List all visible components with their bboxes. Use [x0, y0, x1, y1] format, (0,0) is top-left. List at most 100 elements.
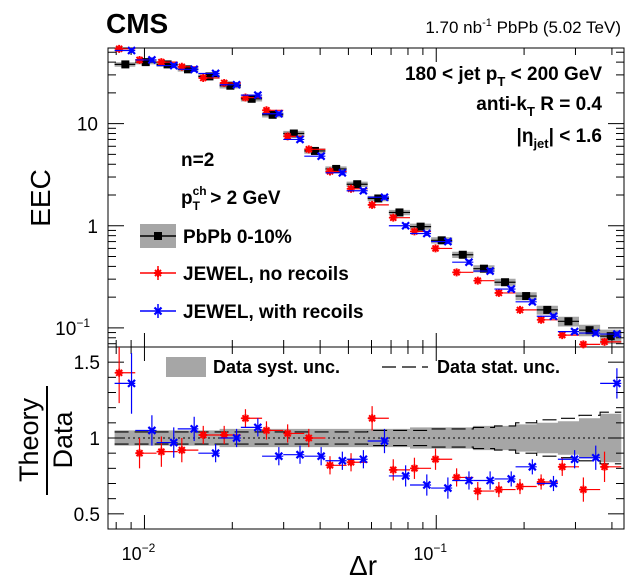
top-ytick-label-1: 1	[87, 217, 98, 238]
data-point	[606, 332, 615, 341]
rec-point	[359, 186, 368, 196]
norec-point	[177, 62, 186, 71]
ratio-ylabel-den: Data	[48, 411, 78, 469]
norec-point	[494, 288, 503, 297]
data-point	[479, 264, 488, 273]
norec-point	[600, 337, 609, 346]
rec-point	[443, 237, 453, 246]
ratio-norec-point	[241, 414, 250, 423]
top-axes: 10 1 10−1	[55, 48, 624, 347]
rec-point	[464, 257, 474, 267]
data-point	[501, 278, 510, 287]
rec-point	[422, 229, 432, 238]
data-point	[205, 72, 214, 81]
top-ytick-label-0: 10	[77, 115, 98, 136]
data-point	[437, 236, 446, 245]
track-pt-label: pch T > 2 GeV	[181, 184, 281, 213]
ratio-rec-point	[612, 379, 622, 388]
ratio-norec-point	[537, 477, 546, 486]
legend-stat-label: Data stat. unc.	[437, 357, 560, 377]
jet-pt-label: 180 < jet pT < 200 GeV	[405, 64, 602, 89]
ratio-norec-point	[199, 430, 208, 439]
data-point	[522, 292, 531, 301]
ratio-rec-point	[401, 471, 410, 481]
ratio-markers	[114, 347, 622, 502]
ratio-norec-point	[515, 482, 524, 491]
rec-point	[612, 329, 622, 339]
rec-point	[401, 221, 410, 231]
norec-point	[325, 167, 334, 176]
lumi-label: 1.70 nb-1 PbPb (5.02 TeV)	[425, 17, 621, 37]
ratio-norec-point	[115, 368, 124, 377]
data-point	[458, 250, 467, 259]
ratio-rec-point	[211, 448, 220, 458]
ratio-rec-point	[422, 480, 432, 490]
x-tick-label-0: 10−2	[122, 541, 156, 564]
ratio-rec-point	[359, 454, 368, 464]
ratio-norec-point	[494, 485, 503, 494]
top-markers	[114, 44, 622, 349]
ratio-norec-point	[347, 458, 356, 467]
rec-point	[570, 327, 579, 336]
bottom-axes: 10−2 10−1 0.5 1 1.5	[74, 346, 624, 564]
ratio-ylabel-num: Theory	[14, 397, 44, 482]
ratio-norec-point	[600, 462, 609, 471]
ratio-norec-point	[368, 414, 377, 423]
norec-point	[283, 132, 292, 141]
legend-rec-label: JEWEL, with recoils	[183, 302, 364, 323]
rec-point	[211, 69, 220, 78]
x-tick-label-1: 10−1	[413, 541, 447, 564]
norec-point	[262, 106, 271, 115]
norec-point	[452, 268, 461, 277]
data-point	[121, 60, 130, 69]
legend-data-label: PbPb 0-10%	[183, 227, 292, 248]
ratio-rec-point	[338, 456, 347, 466]
rec-point	[506, 284, 516, 294]
ratio-rec-point	[169, 438, 179, 447]
data-point	[163, 60, 172, 69]
data-point	[374, 194, 383, 203]
ratio-rec-point	[570, 454, 579, 464]
rec-point	[295, 135, 305, 144]
norec-point	[220, 78, 229, 87]
legend-data-marker	[154, 232, 162, 240]
rec-point	[549, 311, 558, 321]
ratio-norec-point	[262, 426, 271, 435]
x-axis-label: Δr	[349, 550, 377, 580]
top-ytick-label-2: 10−1	[55, 316, 90, 340]
ratio-norec-point	[135, 449, 144, 458]
rec-point	[189, 65, 199, 74]
norec-point	[199, 73, 208, 82]
ratio-rec-point	[147, 426, 157, 435]
norec-point	[431, 244, 440, 253]
rec-point	[127, 46, 136, 55]
legend-norec-marker	[154, 269, 162, 277]
rec-point	[274, 109, 284, 118]
legend-rec-marker	[153, 306, 163, 316]
norec-point	[410, 227, 419, 236]
rec-point	[485, 266, 495, 276]
legend-syst-swatch	[166, 357, 206, 377]
bottom-legend: Data syst. unc. Data stat. unc.	[166, 357, 560, 377]
ratio-norec-point	[473, 487, 482, 496]
top-legend: PbPb 0-10% JEWEL, no recoils JEWEL, with…	[140, 224, 364, 323]
bottom-ytick-label-0: 0.5	[74, 505, 100, 526]
ratio-norec-point	[325, 461, 334, 470]
rec-point	[253, 90, 263, 100]
ratio-norec-point	[452, 473, 461, 482]
experiment-label: CMS	[106, 8, 168, 39]
ratio-rec-point	[127, 379, 136, 388]
ratio-rec-point	[443, 483, 453, 493]
norec-point	[157, 58, 166, 67]
data-point	[247, 94, 256, 103]
ratio-norec-point	[157, 447, 166, 456]
n-label: n=2	[181, 150, 214, 171]
rec-point	[380, 193, 389, 202]
ratio-norec-point	[304, 434, 313, 442]
norec-point	[579, 340, 588, 349]
data-point	[416, 222, 425, 231]
ratio-rec-point	[485, 476, 495, 485]
norec-point	[368, 200, 377, 209]
data-point	[332, 164, 341, 173]
